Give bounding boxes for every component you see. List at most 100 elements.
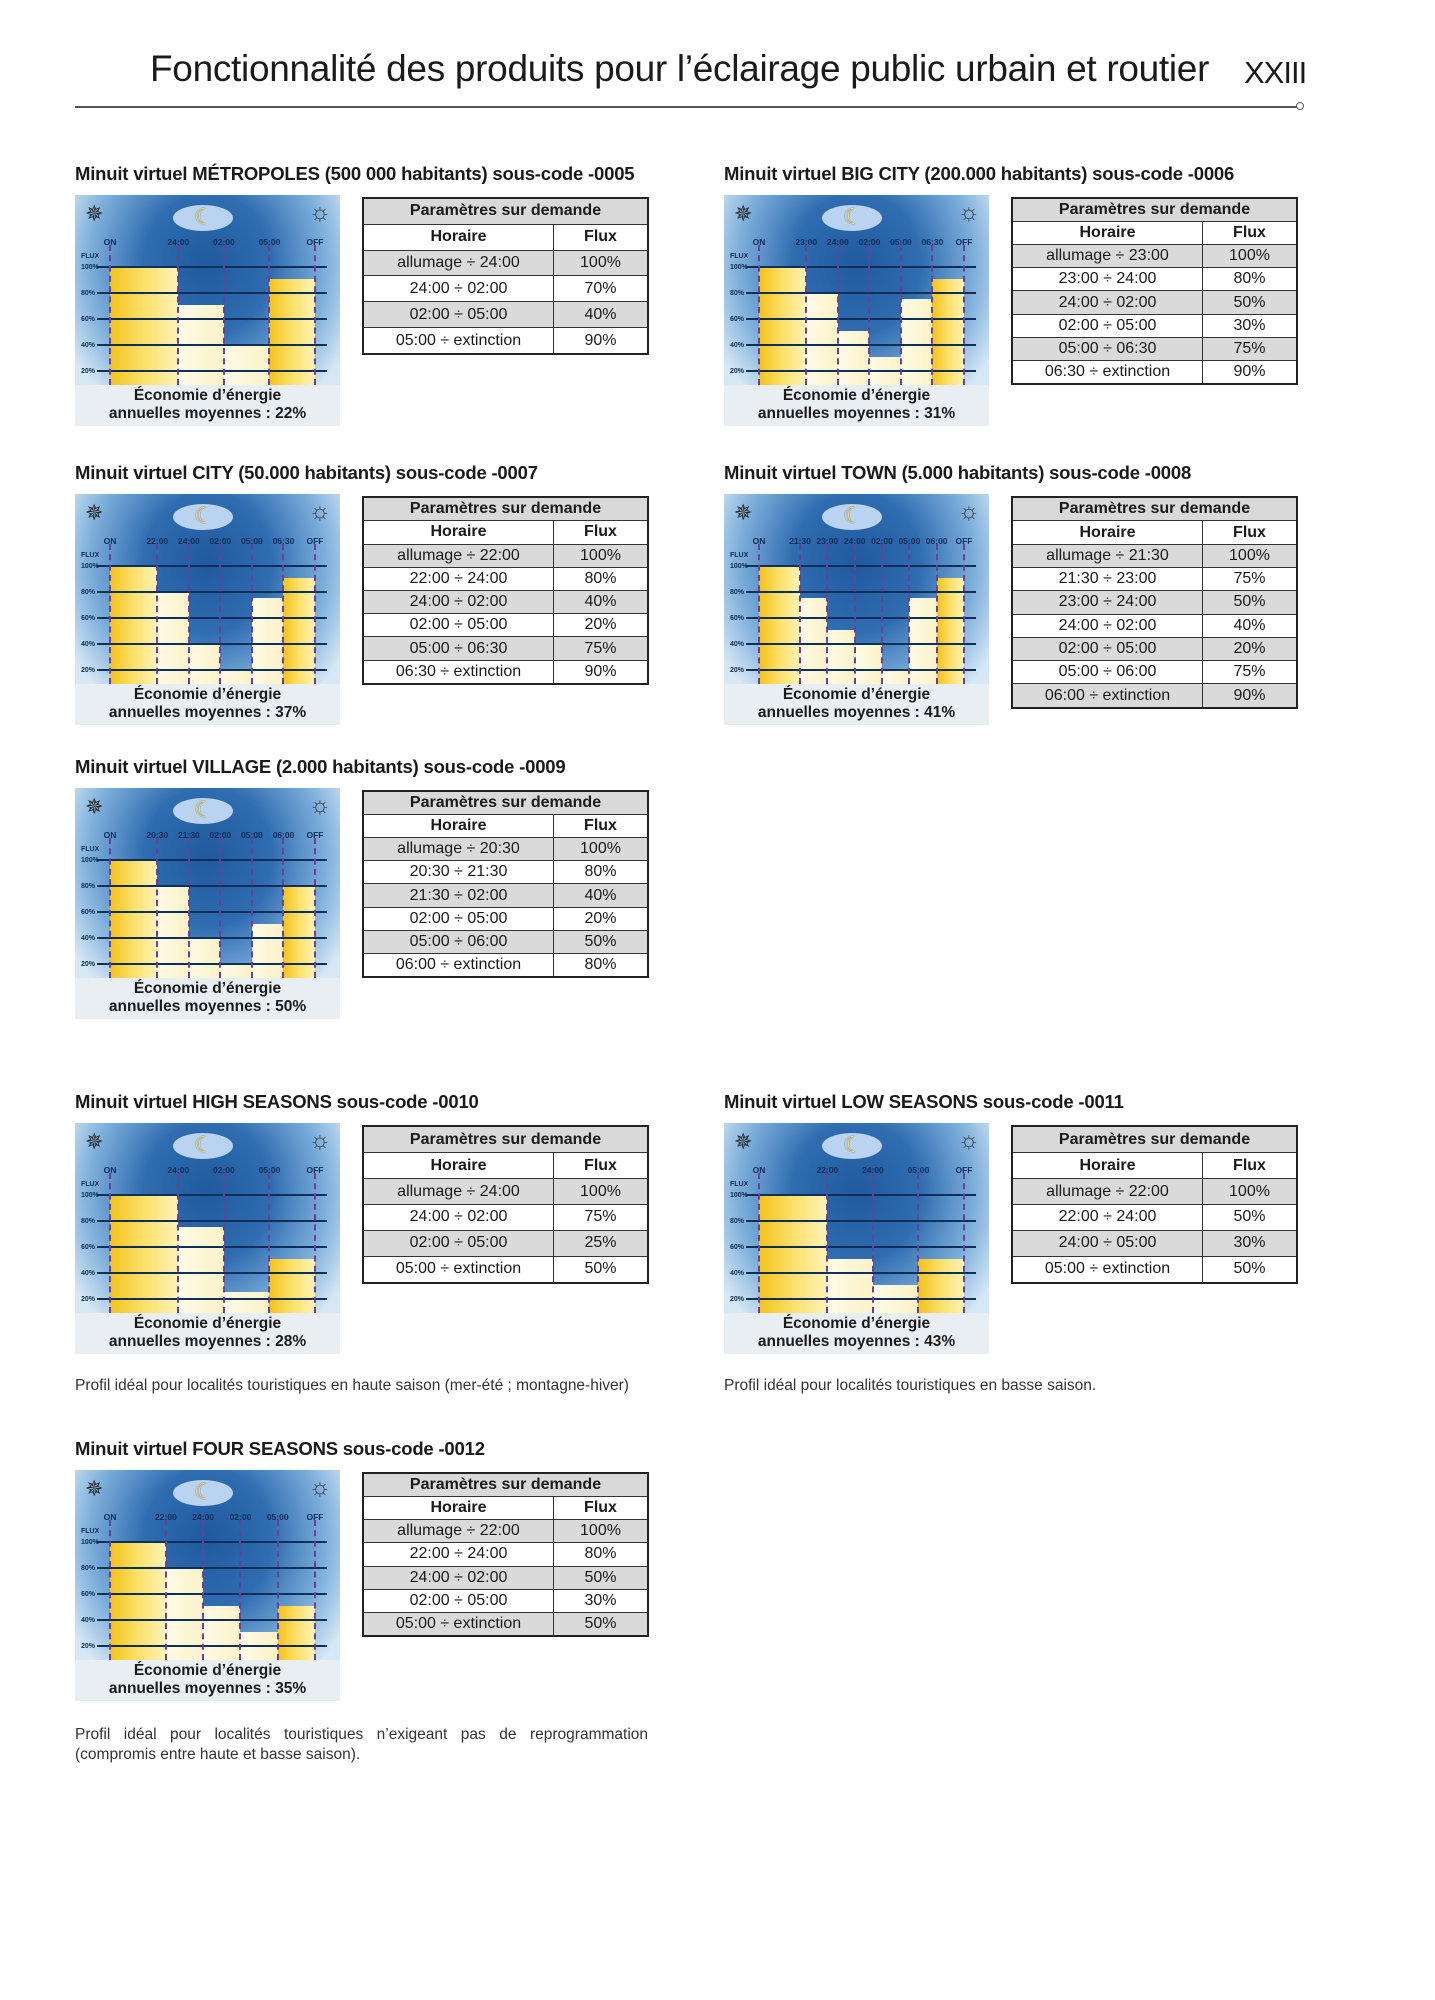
flux-chart: ✵ ☾ ☼ FLUX 100% 80% 60% 40% 20% ON 22:00 24:00 02:00… xyxy=(75,1470,340,1701)
table-row: 05:00 ÷ extinction 50% xyxy=(1011,1255,1298,1284)
flux-bar xyxy=(269,1259,315,1313)
caption-line1: Économie d’énergie xyxy=(133,980,282,997)
time-label: 02:00 xyxy=(871,536,893,546)
flux-bar xyxy=(188,937,221,978)
flux-cell: 100% xyxy=(1202,543,1298,569)
flux-bar xyxy=(800,597,828,684)
time-label: 24:00 xyxy=(192,1512,215,1522)
gridline xyxy=(97,1272,327,1274)
table-header-row: Horaire Flux xyxy=(1011,1152,1298,1180)
time-marker-line xyxy=(758,544,760,684)
gridline xyxy=(746,370,976,372)
time-label: OFF xyxy=(306,830,324,840)
gridline xyxy=(97,937,327,939)
time-label: ON xyxy=(103,1512,117,1522)
time-label: 24:00 xyxy=(826,237,849,247)
caption-line2: annuelles moyennes : 35% xyxy=(108,1680,307,1697)
time-marker-line xyxy=(853,544,856,684)
time-marker-line xyxy=(963,1173,965,1313)
column-header-flux: Flux xyxy=(553,1152,649,1180)
flux-cell: 75% xyxy=(1202,336,1298,361)
y-axis-label: 80% xyxy=(81,1565,96,1572)
time-marker-line xyxy=(219,838,222,978)
flux-cell: 80% xyxy=(553,1542,649,1567)
schedule-cell: 05:00 ÷ extinction xyxy=(362,1611,554,1637)
caption-line1: Économie d’énergie xyxy=(133,387,282,404)
time-label: 24:00 xyxy=(843,536,866,546)
table-header-row: Horaire Flux xyxy=(362,223,649,251)
flux-cell: 80% xyxy=(553,952,649,978)
schedule-cell: 06:30 ÷ extinction xyxy=(1011,359,1203,385)
column-header-horaire: Horaire xyxy=(362,1152,554,1180)
y-axis-label: 60% xyxy=(81,316,96,323)
table-row: 05:00 ÷ 06:30 75% xyxy=(1011,336,1298,361)
time-label: OFF xyxy=(955,1165,973,1175)
schedule-cell: 24:00 ÷ 02:00 xyxy=(1011,613,1203,638)
gridline xyxy=(97,1194,327,1196)
time-marker-line xyxy=(177,1173,180,1313)
flux-bar xyxy=(900,298,933,385)
time-marker-line xyxy=(156,838,159,978)
flux-chart: ✵ ☾ ☼ FLUX 100% 80% 60% 40% 20% ON 20:30 21:30 02:00… xyxy=(75,788,340,1019)
table-title-row: Paramètres sur demande xyxy=(362,790,649,816)
y-axis-label: 40% xyxy=(81,1617,96,1624)
moon-cloud-icon: ☾ xyxy=(822,504,882,530)
time-label: 05:00 xyxy=(898,536,921,546)
time-marker-line xyxy=(222,1173,225,1313)
table-title: Paramètres sur demande xyxy=(362,790,649,816)
time-label: 06:00 xyxy=(925,536,948,546)
flux-cell: 40% xyxy=(553,589,649,615)
schedule-cell: 21:30 ÷ 02:00 xyxy=(362,883,554,908)
time-marker-line xyxy=(314,1520,316,1660)
sunrise-icon: ☼ xyxy=(309,1474,331,1501)
schedule-cell: allumage ÷ 22:00 xyxy=(362,543,554,568)
flux-cell: 50% xyxy=(553,1611,649,1637)
y-axis-label: 40% xyxy=(81,935,96,942)
section-title: Minuit virtuel CITY (50.000 habitants) s… xyxy=(75,462,538,483)
y-axis-label: 100% xyxy=(81,563,99,570)
time-label: 06:00 xyxy=(272,830,295,840)
gridline xyxy=(97,344,327,346)
gridline xyxy=(97,1298,327,1300)
time-marker-line xyxy=(109,1173,111,1313)
time-marker-line xyxy=(250,544,253,684)
schedule-cell: 06:00 ÷ extinction xyxy=(1011,683,1203,709)
flux-bar xyxy=(277,1606,315,1660)
flux-cell: 20% xyxy=(1202,636,1298,662)
header-divider-end xyxy=(1296,102,1304,110)
time-label: 02:00 xyxy=(858,237,881,247)
time-label: ON xyxy=(103,830,117,840)
time-marker-line xyxy=(963,544,965,684)
profile-note: Profil idéal pour localités touristiques… xyxy=(75,1726,648,1763)
parameters-table: Paramètres sur demande Horaire Flux allumag… xyxy=(362,1125,649,1284)
y-axis-label: 60% xyxy=(81,615,96,622)
time-label: 02:00 xyxy=(209,536,232,546)
column-header-flux: Flux xyxy=(553,223,649,251)
table-title: Paramètres sur demande xyxy=(1011,197,1298,223)
time-label: 05:00 xyxy=(890,237,912,247)
flux-bar xyxy=(188,643,221,684)
table-title-row: Paramètres sur demande xyxy=(1011,496,1298,522)
table-row: 06:30 ÷ extinction 90% xyxy=(1011,359,1298,385)
flux-bar xyxy=(909,597,937,684)
time-label: 02:00 xyxy=(229,1512,252,1522)
time-label: 02:00 xyxy=(213,237,235,247)
time-marker-line xyxy=(276,1520,279,1660)
table-title: Paramètres sur demande xyxy=(1011,1125,1298,1154)
y-axis-label: 40% xyxy=(730,1270,745,1277)
flux-bar xyxy=(283,578,315,684)
table-header-row: Horaire Flux xyxy=(1011,520,1298,545)
schedule-cell: 05:00 ÷ 06:00 xyxy=(1011,660,1203,685)
time-marker-line xyxy=(758,245,760,385)
flux-cell: 25% xyxy=(553,1229,649,1257)
gridline xyxy=(97,565,327,567)
table-row: 02:00 ÷ 05:00 30% xyxy=(362,1588,649,1613)
time-label: 24:00 xyxy=(862,1165,884,1175)
time-label: ON xyxy=(103,1165,117,1175)
y-axis-label: 40% xyxy=(81,1270,96,1277)
schedule-cell: 05:00 ÷ extinction xyxy=(362,1255,554,1284)
energy-saving-caption: Économie d’énergie annuelles moyennes : 3… xyxy=(724,385,989,426)
flux-bar xyxy=(223,1291,270,1313)
flux-bar xyxy=(854,643,882,684)
flux-cell: 100% xyxy=(553,837,649,862)
